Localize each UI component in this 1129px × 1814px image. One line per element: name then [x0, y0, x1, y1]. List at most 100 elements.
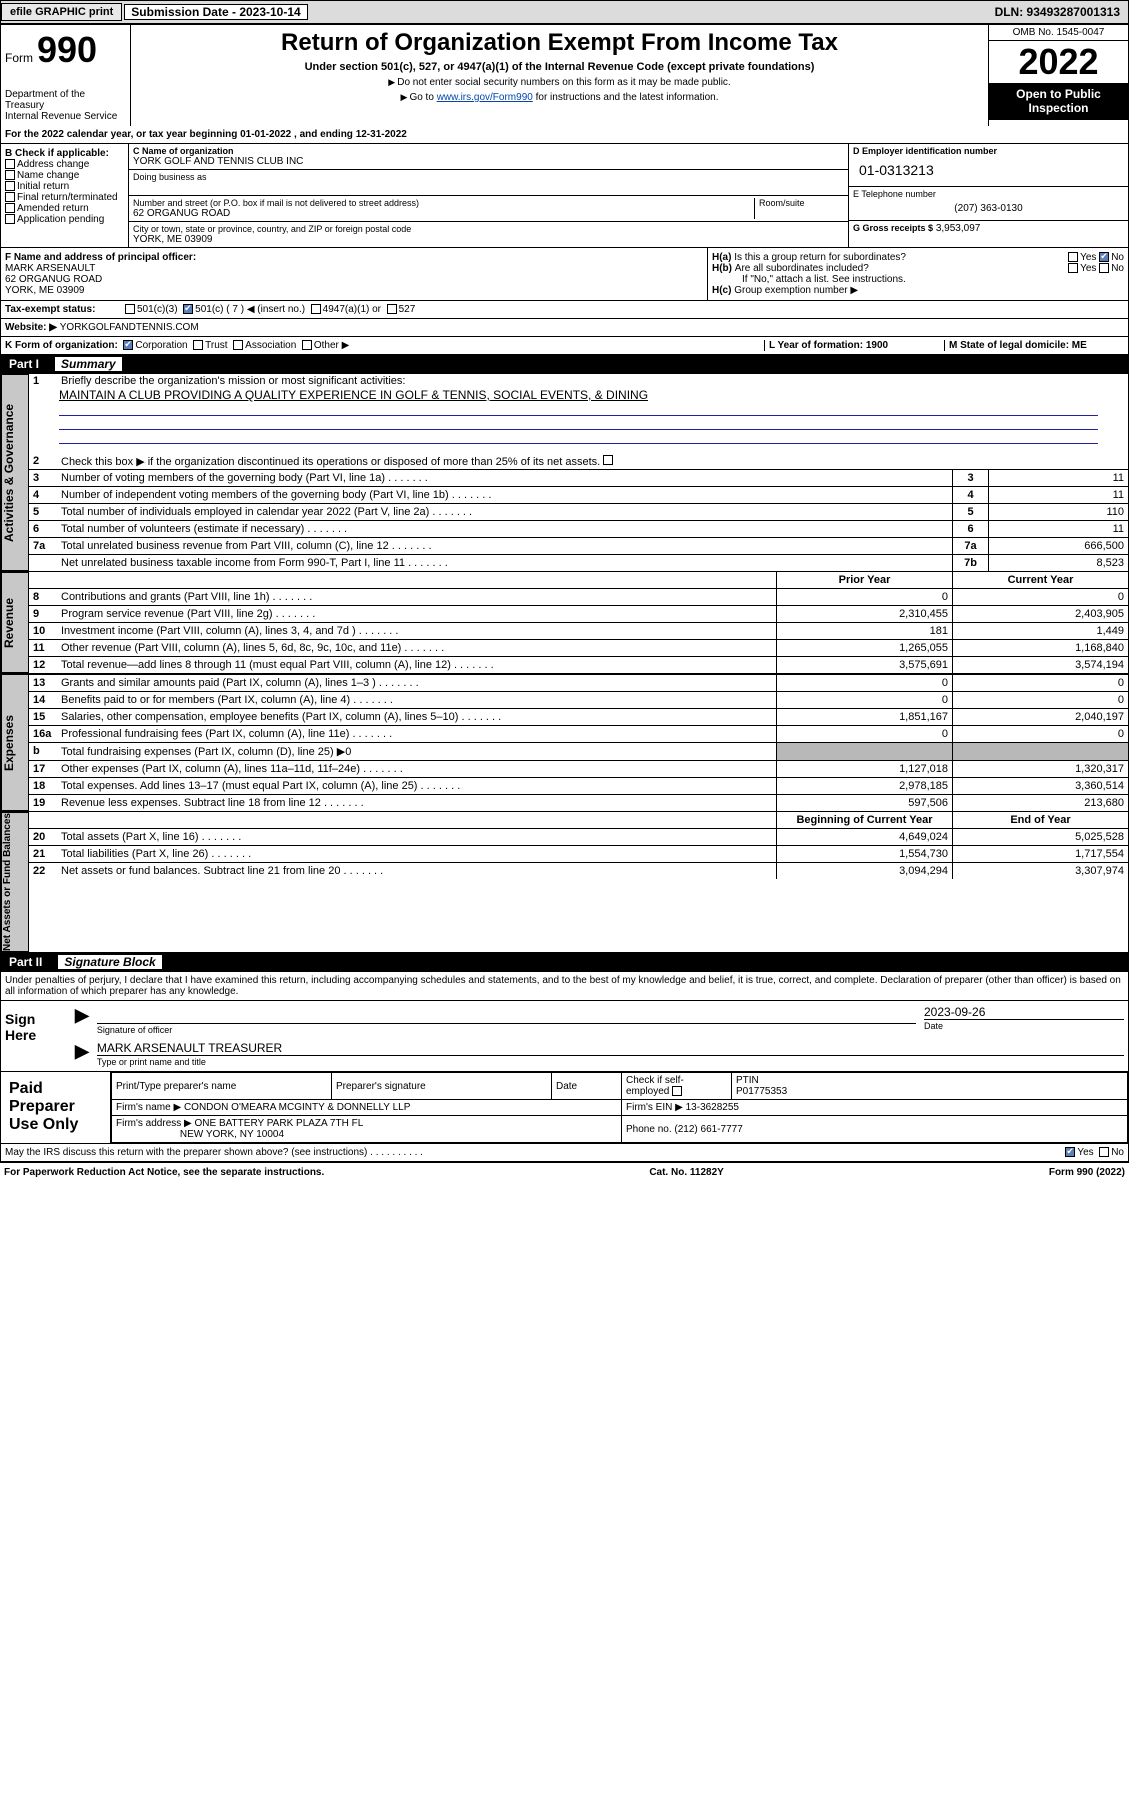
chk-self-employed[interactable] [672, 1086, 682, 1096]
omb-number: OMB No. 1545-0047 [989, 25, 1128, 41]
tab-governance: Activities & Governance [1, 374, 29, 571]
prep-h1: Print/Type preparer's name [112, 1073, 332, 1100]
irs-link[interactable]: www.irs.gov/Form990 [437, 92, 533, 103]
prep-h5: PTIN [736, 1075, 759, 1086]
hb-no[interactable] [1099, 263, 1109, 273]
netassets-line: 21Total liabilities (Part X, line 26)1,5… [29, 845, 1128, 862]
submission-date: Submission Date - 2023-10-14 [124, 4, 307, 20]
chk-discontinued[interactable] [603, 455, 613, 465]
firmaddr-label: Firm's address ▶ [116, 1118, 192, 1129]
org-name: YORK GOLF AND TENNIS CLUB INC [133, 156, 844, 167]
discuss-question: May the IRS discuss this return with the… [5, 1147, 1065, 1158]
paid-preparer-label: Paid Preparer Use Only [1, 1072, 111, 1143]
firmaddr1: ONE BATTERY PARK PLAZA 7TH FL [195, 1118, 364, 1129]
revenue-line: 9Program service revenue (Part VIII, lin… [29, 605, 1128, 622]
org-city: YORK, ME 03909 [133, 234, 844, 245]
chk-4947[interactable] [311, 304, 321, 314]
sig-date-label: Date [924, 1019, 1124, 1031]
form-number: 990 [37, 29, 97, 71]
prep-h2: Preparer's signature [332, 1073, 552, 1100]
mission-label: Briefly describe the organization's miss… [61, 375, 1124, 387]
ha-label: Is this a group return for subordinates? [734, 252, 1068, 263]
k-label: K Form of organization: [5, 340, 118, 351]
chk-name-change[interactable] [5, 170, 15, 180]
gross-receipts: 3,953,097 [936, 223, 981, 234]
form-title: Return of Organization Exempt From Incom… [139, 29, 980, 57]
year-box: OMB No. 1545-0047 2022 Open to Public In… [988, 25, 1128, 126]
form-ref: Form 990 (2022) [1049, 1167, 1125, 1178]
opt-final: Final return/terminated [17, 192, 118, 203]
sig-name-title: MARK ARSENAULT TREASURER [97, 1041, 1124, 1055]
discuss-yes[interactable] [1065, 1147, 1075, 1157]
room-label: Room/suite [759, 198, 844, 208]
f-label: F Name and address of principal officer: [5, 252, 703, 263]
expense-line: 19Revenue less expenses. Subtract line 1… [29, 794, 1128, 811]
department: Department of the Treasury Internal Reve… [5, 89, 126, 122]
efile-print-button[interactable]: efile GRAPHIC print [1, 3, 122, 21]
i-501c3: 501(c)(3) [137, 304, 178, 315]
chk-pending[interactable] [5, 214, 15, 224]
dln: DLN: 93493287001313 [995, 5, 1128, 19]
sig-date-val: 2023-09-26 [924, 1005, 1124, 1019]
hb-yes[interactable] [1068, 263, 1078, 273]
i-527: 527 [399, 304, 416, 315]
gov-line: 3Number of voting members of the governi… [29, 469, 1128, 486]
c-name-label: C Name of organization [133, 146, 844, 156]
chk-other[interactable] [302, 340, 312, 350]
ha-yes[interactable] [1068, 252, 1078, 262]
expense-line: 14Benefits paid to or for members (Part … [29, 691, 1128, 708]
form-word: Form [5, 51, 33, 65]
sign-here-label: Sign Here [1, 1001, 71, 1071]
revenue-line: 12Total revenue—add lines 8 through 11 (… [29, 656, 1128, 673]
discuss-no[interactable] [1099, 1147, 1109, 1157]
chk-address-change[interactable] [5, 159, 15, 169]
tab-netassets: Net Assets or Fund Balances [1, 812, 29, 952]
chk-assoc[interactable] [233, 340, 243, 350]
opt-initial: Initial return [17, 181, 69, 192]
firmaddr2: NEW YORK, NY 10004 [180, 1129, 284, 1140]
chk-527[interactable] [387, 304, 397, 314]
chk-initial[interactable] [5, 181, 15, 191]
chk-amended[interactable] [5, 203, 15, 213]
firmein-label: Firm's EIN ▶ [626, 1102, 683, 1113]
mission-text: MAINTAIN A CLUB PROVIDING A QUALITY EXPE… [59, 388, 1098, 402]
ha-no[interactable] [1099, 252, 1109, 262]
chk-501c3[interactable] [125, 304, 135, 314]
opt-address: Address change [17, 159, 89, 170]
section-b: B Check if applicable: Address change Na… [1, 144, 129, 247]
sig-typeprint-label: Type or print name and title [97, 1055, 1124, 1067]
dba-label: Doing business as [133, 172, 844, 182]
chk-501c[interactable] [183, 304, 193, 314]
ein: 01-0313213 [853, 156, 1124, 184]
expense-line: bTotal fundraising expenses (Part IX, co… [29, 742, 1128, 760]
ha-no-label: No [1111, 252, 1124, 263]
addr-label: Number and street (or P.O. box if mail i… [133, 198, 754, 208]
tab-revenue: Revenue [1, 572, 29, 673]
discuss-yes-label: Yes [1077, 1147, 1093, 1158]
sig-arrow2-icon: ▶ [75, 1041, 89, 1067]
chk-final[interactable] [5, 192, 15, 202]
part-ii-title: Signature Block [58, 955, 161, 969]
hdr-current-year: Current Year [952, 572, 1128, 588]
firmein: 13-3628255 [686, 1102, 739, 1113]
gov-line: 7aTotal unrelated business revenue from … [29, 537, 1128, 554]
k-assoc: Association [245, 340, 296, 351]
section-c: C Name of organization YORK GOLF AND TEN… [129, 144, 848, 247]
ssn-note: Do not enter social security numbers on … [139, 77, 980, 88]
e-label: E Telephone number [853, 189, 1124, 199]
revenue-line: 11Other revenue (Part VIII, column (A), … [29, 639, 1128, 656]
chk-corp[interactable] [123, 340, 133, 350]
i-4947: 4947(a)(1) or [323, 304, 381, 315]
expense-line: 17Other expenses (Part IX, column (A), l… [29, 760, 1128, 777]
part-i-label: Part I [9, 357, 39, 371]
open-inspection: Open to Public Inspection [989, 83, 1128, 120]
expense-line: 16aProfessional fundraising fees (Part I… [29, 725, 1128, 742]
part-ii-header: Part II Signature Block [0, 953, 1129, 972]
cat-no: Cat. No. 11282Y [649, 1167, 723, 1178]
firmname: CONDON O'MEARA MCGINTY & DONNELLY LLP [184, 1102, 410, 1113]
opt-name: Name change [17, 170, 79, 181]
k-corp: Corporation [135, 340, 187, 351]
line2: Check this box ▶ if the organization dis… [61, 455, 1124, 468]
part-i-title: Summary [55, 357, 122, 371]
chk-trust[interactable] [193, 340, 203, 350]
